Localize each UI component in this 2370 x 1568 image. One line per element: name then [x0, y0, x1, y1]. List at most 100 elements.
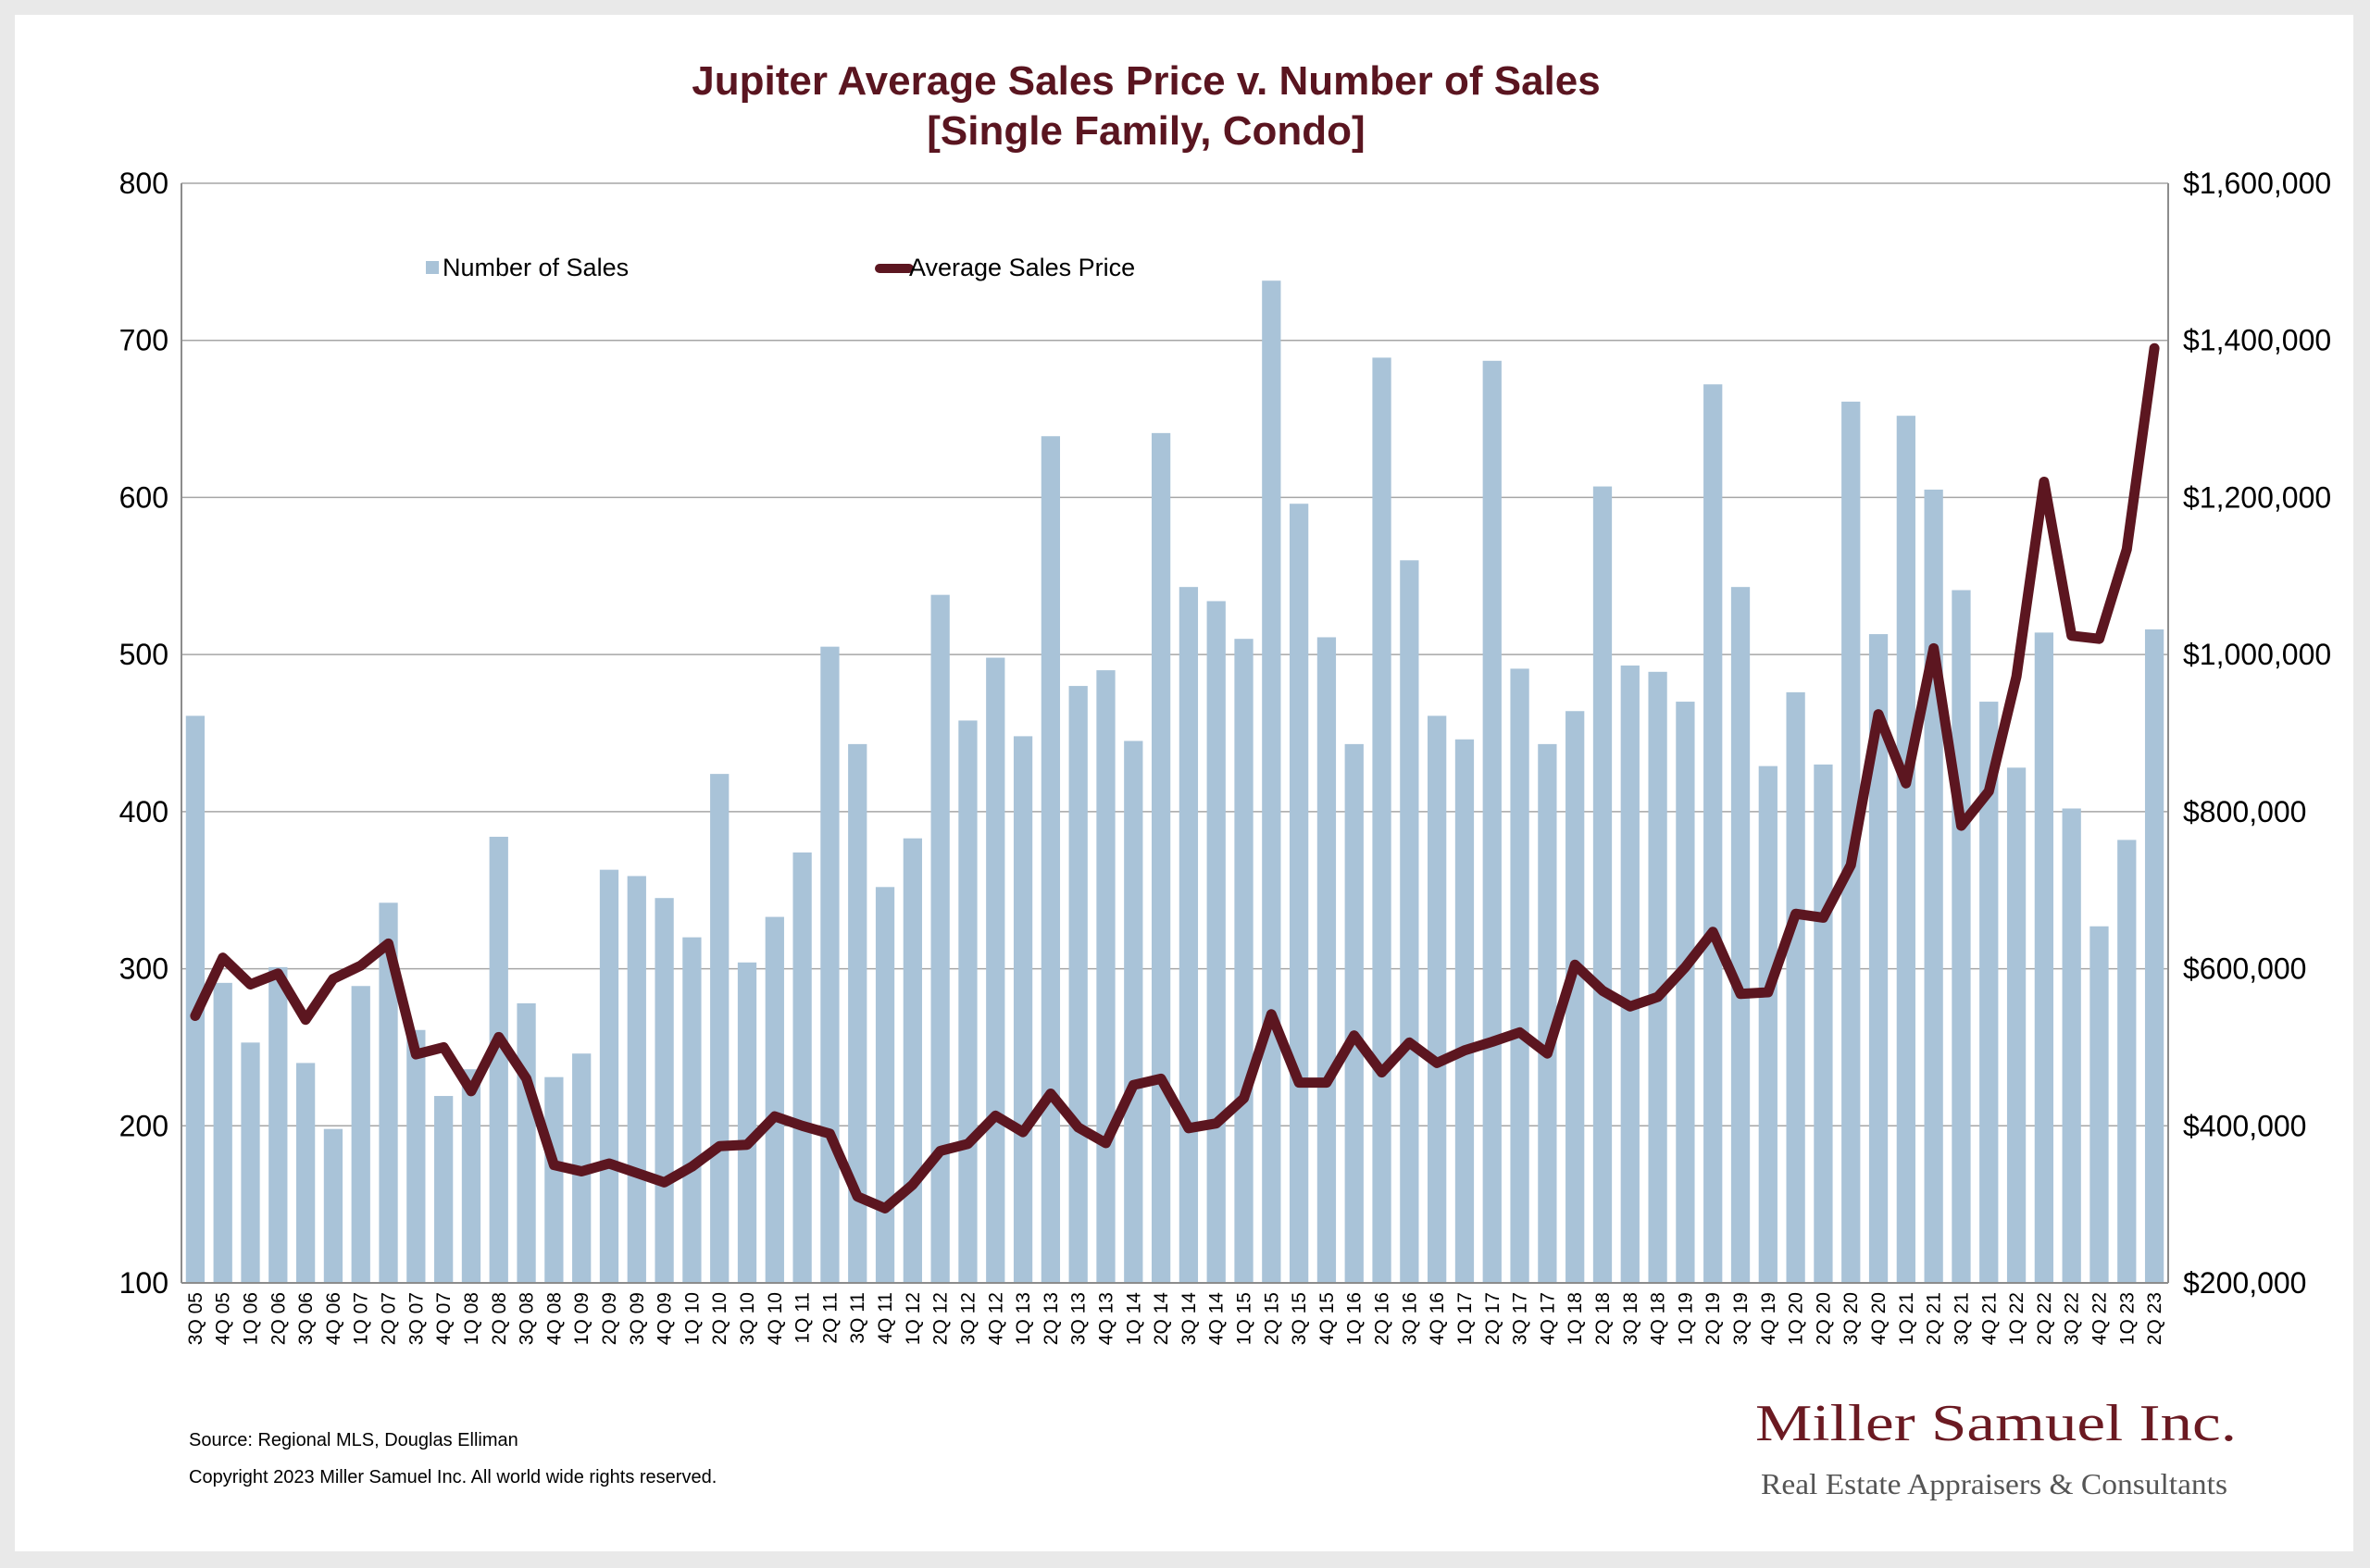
- x-tick-label: 3Q 14: [1179, 1292, 1200, 1346]
- x-tick-label: 4Q 15: [1316, 1292, 1338, 1345]
- chart-subtitle: [Single Family, Condo]: [927, 108, 1365, 154]
- chart-svg: Jupiter Average Sales Price v. Number of…: [15, 15, 2353, 1551]
- bar-16: [627, 876, 646, 1283]
- bar-66: [2006, 767, 2027, 1283]
- bar-35: [1151, 432, 1171, 1283]
- right-tick-label: $200,000: [2183, 1266, 2306, 1300]
- bar-43: [1372, 357, 1391, 1284]
- x-tick-label: 4Q 22: [2089, 1292, 2111, 1345]
- bar-71: [2144, 628, 2164, 1283]
- logo-tagline: Real Estate Appraisers & Consultants: [1761, 1467, 2227, 1500]
- bar-56: [1730, 587, 1751, 1283]
- bar-59: [1814, 764, 1833, 1283]
- x-tick-label: 3Q 12: [958, 1292, 979, 1345]
- right-tick-label: $1,600,000: [2183, 167, 2331, 200]
- bar-55: [1703, 384, 1723, 1284]
- x-tick-label: 3Q 15: [1289, 1292, 1310, 1345]
- source-note: Source: Regional MLS, Douglas Elliman: [189, 1430, 518, 1450]
- bar-69: [2089, 926, 2109, 1283]
- x-tick-label: 1Q 20: [1786, 1292, 1807, 1345]
- x-tick-label: 1Q 16: [1344, 1292, 1366, 1345]
- bar-24: [848, 743, 867, 1283]
- x-tick-label: 4Q 13: [1096, 1292, 1117, 1345]
- x-tick-label: 3Q 06: [295, 1292, 317, 1345]
- x-tick-label: 3Q 20: [1840, 1292, 1862, 1345]
- x-tick-label: 2Q 17: [1482, 1292, 1503, 1345]
- bar-21: [765, 916, 784, 1283]
- left-tick-label: 800: [119, 167, 168, 200]
- bar-42: [1344, 743, 1364, 1283]
- legend-label-number-of-sales: Number of Sales: [443, 254, 629, 281]
- x-tick-label: 1Q 09: [571, 1292, 592, 1345]
- bar-41: [1316, 637, 1337, 1283]
- x-tick-label: 3Q 22: [2062, 1292, 2083, 1345]
- bar-3: [268, 966, 288, 1283]
- bar-17: [655, 898, 674, 1283]
- x-tick-label: 2Q 09: [599, 1292, 620, 1345]
- x-tick-label: 4Q 09: [655, 1292, 676, 1345]
- bar-10: [461, 1069, 481, 1283]
- bar-28: [958, 720, 978, 1283]
- right-tick-label: $1,400,000: [2183, 324, 2331, 357]
- bar-53: [1648, 671, 1667, 1283]
- bar-49: [1538, 743, 1557, 1283]
- bar-45: [1428, 716, 1447, 1283]
- bar-39: [1262, 280, 1281, 1283]
- bar-34: [1124, 740, 1143, 1283]
- left-tick-label: 500: [119, 638, 168, 671]
- line-series-average-sales-price: [190, 342, 2160, 1213]
- bar-13: [544, 1076, 564, 1283]
- bar-31: [1041, 436, 1061, 1283]
- x-tick-label: 3Q 10: [737, 1292, 758, 1345]
- bar-9: [434, 1096, 454, 1283]
- bar-30: [1013, 736, 1033, 1283]
- x-tick-label: 2Q 22: [2034, 1292, 2055, 1345]
- x-tick-label: 3Q 09: [627, 1292, 648, 1345]
- bar-46: [1454, 739, 1475, 1283]
- bar-52: [1620, 666, 1640, 1283]
- bar-40: [1289, 504, 1309, 1283]
- x-tick-label: 2Q 07: [379, 1292, 400, 1345]
- bar-25: [875, 887, 895, 1283]
- x-tick-label: 2Q 20: [1813, 1292, 1834, 1345]
- x-tick-label: 4Q 20: [1868, 1292, 1890, 1345]
- x-tick-label: 3Q 08: [517, 1292, 538, 1345]
- bar-62: [1896, 416, 1915, 1284]
- bar-44: [1400, 560, 1419, 1283]
- x-tick-label: 4Q 21: [1978, 1292, 2000, 1345]
- bar-15: [599, 869, 619, 1283]
- left-tick-label: 200: [119, 1109, 168, 1142]
- bar-65: [1979, 702, 1999, 1283]
- x-tick-label: 1Q 12: [903, 1292, 924, 1345]
- x-tick-label: 2Q 10: [709, 1292, 730, 1345]
- x-tick-label: 4Q 05: [213, 1292, 234, 1345]
- bar-7: [379, 902, 398, 1283]
- x-tick-label: 4Q 06: [323, 1292, 344, 1345]
- x-tick-label: 1Q 22: [2006, 1292, 2027, 1345]
- bar-2: [241, 1042, 260, 1283]
- bar-6: [351, 986, 370, 1283]
- x-tick-label: 1Q 11: [792, 1292, 814, 1344]
- bar-37: [1206, 601, 1226, 1283]
- x-tick-label: 2Q 15: [1261, 1292, 1282, 1345]
- price-line: [190, 342, 2160, 1213]
- x-tick-label: 1Q 23: [2116, 1292, 2138, 1345]
- bar-36: [1179, 587, 1199, 1283]
- x-tick-label: 1Q 07: [351, 1292, 372, 1345]
- x-tick-label: 1Q 15: [1234, 1292, 1255, 1345]
- x-tick-label: 4Q 17: [1537, 1292, 1558, 1345]
- x-tick-label: 3Q 07: [405, 1292, 427, 1345]
- bar-19: [710, 774, 730, 1283]
- right-tick-label: $600,000: [2183, 952, 2306, 986]
- bar-64: [1952, 590, 1971, 1283]
- right-tick-label: $400,000: [2183, 1109, 2306, 1142]
- right-tick-label: $1,200,000: [2183, 480, 2331, 514]
- x-tick-label: 2Q 19: [1703, 1292, 1724, 1345]
- x-tick-label: 2Q 23: [2144, 1292, 2165, 1345]
- logo-name: Miller Samuel Inc.: [1755, 1395, 2237, 1452]
- x-tick-label: 2Q 18: [1592, 1292, 1614, 1345]
- bar-38: [1234, 639, 1254, 1283]
- x-tick-label: 2Q 14: [1151, 1292, 1172, 1346]
- x-tick-label: 3Q 19: [1730, 1292, 1752, 1345]
- bar-54: [1676, 702, 1695, 1283]
